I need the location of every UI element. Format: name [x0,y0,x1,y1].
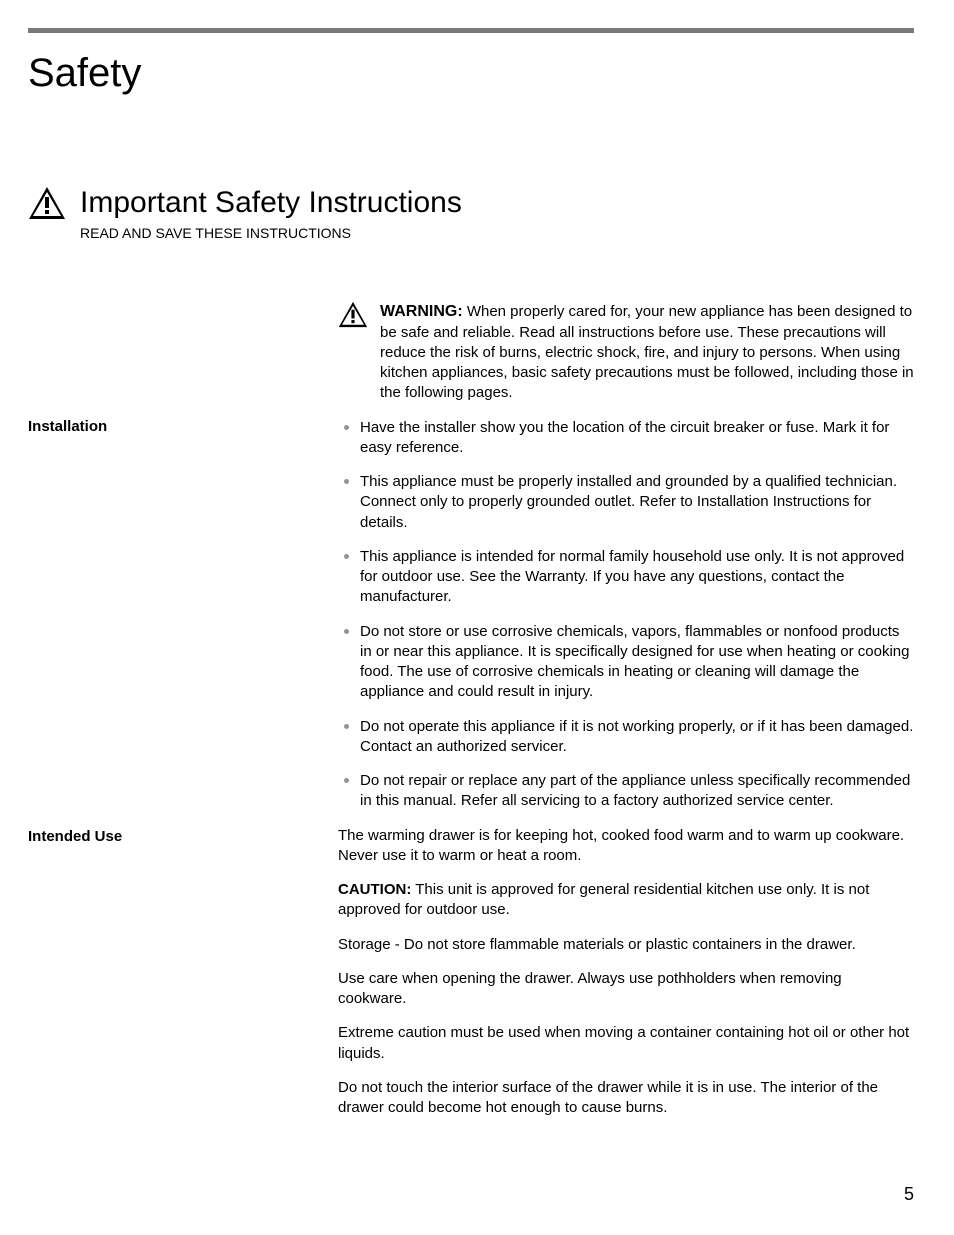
intended-use-intro: The warming drawer is for keeping hot, c… [338,826,914,867]
intended-use-para: Extreme caution must be used when moving… [338,1023,914,1064]
intended-use-para: Use care when opening the drawer. Always… [338,969,914,1010]
section-header: Important Safety Instructions READ AND S… [28,186,914,241]
intended-use-label: Intended Use [28,826,338,1133]
caution-text: This unit is approved for general reside… [338,881,869,918]
warning-triangle-icon [338,301,368,404]
list-item: This appliance must be properly installe… [338,472,914,533]
top-divider [28,28,914,33]
list-item: Do not repair or replace any part of the… [338,771,914,812]
warning-block: WARNING: When properly cared for, your n… [338,301,914,404]
spacer-cell: Installation [28,301,338,826]
caution-label: CAUTION: [338,881,411,898]
installation-label: Installation [28,418,107,435]
intended-use-para: Do not touch the interior surface of the… [338,1078,914,1119]
warning-label: WARNING: [380,303,463,320]
caution-block: CAUTION: This unit is approved for gener… [338,880,914,921]
list-item: This appliance is intended for normal fa… [338,547,914,608]
list-item: Do not store or use corrosive chemicals,… [338,622,914,703]
warning-text: WARNING: When properly cared for, your n… [380,301,914,404]
list-item: Do not operate this appliance if it is n… [338,717,914,758]
section-title: Important Safety Instructions [80,186,462,219]
page-title: Safety [28,51,914,96]
intended-use-body: The warming drawer is for keeping hot, c… [338,826,914,1133]
intended-use-para: Storage - Do not store flammable materia… [338,935,914,955]
installation-list: Have the installer show you the location… [338,418,914,812]
list-item: Have the installer show you the location… [338,418,914,459]
page-number: 5 [904,1184,914,1205]
warning-triangle-icon [28,186,66,225]
section-subtitle: READ AND SAVE THESE INSTRUCTIONS [80,225,462,241]
